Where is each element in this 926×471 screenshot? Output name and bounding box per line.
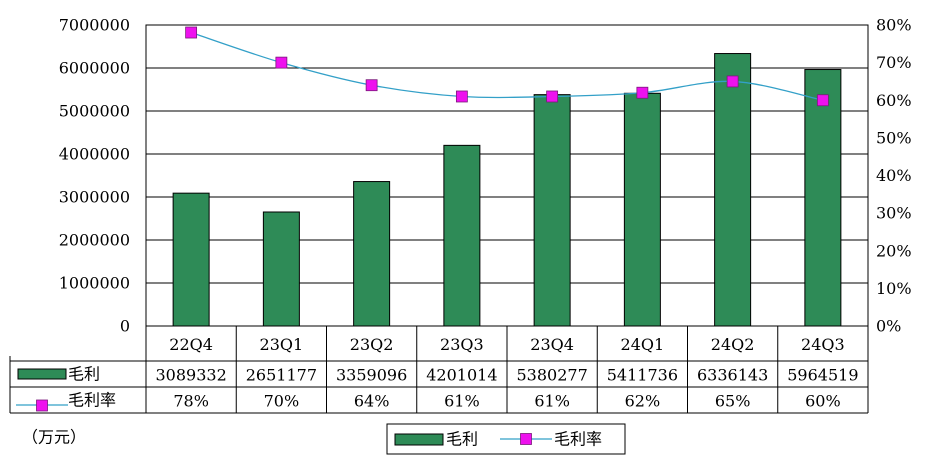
table-cell-value: 2651177 (246, 366, 317, 385)
x-tick-label: 24Q3 (801, 335, 845, 354)
y-right-tick-label: 0% (876, 317, 901, 336)
y-left-tick-label: 5000000 (59, 102, 130, 121)
y-right-tick-label: 50% (876, 128, 912, 147)
bar (172, 192, 210, 327)
y-left-tick-label: 1000000 (59, 274, 130, 293)
margin-line (190, 31, 824, 101)
margin-point (365, 79, 378, 92)
table-cell-value: 64% (354, 392, 390, 411)
y-left-tick-label: 3000000 (59, 188, 130, 207)
margin-point (726, 75, 739, 88)
y-right-tick-label: 40% (876, 166, 912, 185)
y-left-tick-label: 0 (120, 317, 130, 336)
bar (804, 69, 842, 327)
table-legend-key-marker (36, 399, 48, 412)
bar (714, 53, 752, 327)
bar (262, 211, 300, 327)
y-right-tick-label: 60% (876, 91, 912, 110)
margin-point (636, 86, 649, 99)
unit-label: （万元） (22, 428, 86, 447)
bar (533, 94, 571, 327)
y-right-tick-label: 70% (876, 53, 912, 72)
table-cell-value: 61% (444, 392, 480, 411)
table-legend-key-bar (17, 368, 67, 380)
table-cell-value: 6336143 (697, 366, 768, 385)
table-row-label: 毛利 (68, 365, 100, 384)
margin-point (185, 26, 198, 39)
bar (623, 92, 661, 327)
table-cell-value: 5964519 (787, 366, 858, 385)
x-tick-label: 23Q4 (530, 335, 574, 354)
legend-label: 毛利率 (554, 430, 602, 449)
y-left-tick-label: 4000000 (59, 145, 130, 164)
y-right-tick-label: 30% (876, 204, 912, 223)
x-tick-label: 24Q1 (621, 335, 665, 354)
table-cell-value: 3089332 (155, 366, 226, 385)
x-tick-label: 23Q2 (350, 335, 394, 354)
y-right-tick-label: 20% (876, 241, 912, 260)
x-tick-label: 24Q2 (711, 335, 755, 354)
y-left-tick-label: 6000000 (59, 59, 130, 78)
margin-point (275, 56, 288, 69)
y-left-tick-label: 2000000 (59, 231, 130, 250)
plot-frame (145, 24, 869, 327)
table-cell-value: 70% (264, 392, 300, 411)
table-cell-value: 62% (625, 392, 661, 411)
x-tick-label: 23Q3 (440, 335, 484, 354)
table-cell-value: 3359096 (336, 366, 407, 385)
y-right-tick-label: 10% (876, 279, 912, 298)
table-cell-value: 65% (715, 392, 751, 411)
margin-point (455, 90, 468, 103)
table-cell-value: 5380277 (516, 366, 587, 385)
y-left-tick-label: 7000000 (59, 16, 130, 35)
bar (353, 181, 391, 327)
bar (443, 144, 481, 327)
legend-key-bar (394, 433, 444, 446)
table-cell-value: 78% (173, 392, 209, 411)
x-tick-label: 22Q4 (169, 335, 213, 354)
legend-key-marker (520, 433, 532, 445)
legend-label: 毛利 (446, 430, 478, 449)
table-cell-value: 5411736 (607, 366, 678, 385)
table-cell-value: 4201014 (426, 366, 497, 385)
x-tick-label: 23Q1 (260, 335, 304, 354)
margin-point (546, 90, 559, 103)
y-right-tick-label: 80% (876, 16, 912, 35)
margin-point (816, 94, 829, 107)
table-cell-value: 61% (534, 392, 570, 411)
table-row-label: 毛利率 (68, 391, 116, 410)
table-cell-value: 60% (805, 392, 841, 411)
